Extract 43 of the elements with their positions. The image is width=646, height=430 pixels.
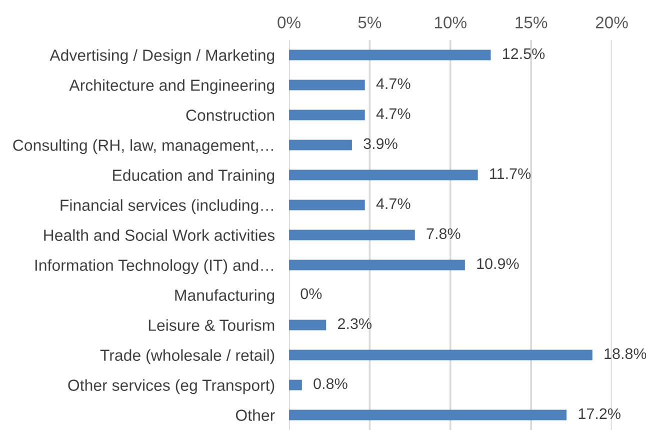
y-tick-label: Other [236,409,275,421]
y-tick-label: Trade (wholesale / retail) [100,349,274,364]
data-label: 7.8% [426,228,460,240]
data-label: 4.7% [376,198,410,210]
data-label: 12.5% [503,48,545,60]
bar [289,80,365,90]
bar [289,140,352,150]
bar [289,320,326,330]
bar [289,170,478,180]
y-tick-label: Other services (eg Transport) [68,379,274,394]
y-tick-label: Manufacturing [175,289,274,304]
y-tick-label: Advertising / Design / Marketing [50,49,274,64]
x-tick-label: 0% [278,16,300,28]
data-label: 10.9% [477,258,519,270]
y-tick-label: Architecture and Engineering [69,79,274,94]
data-label: 18.8% [604,348,646,360]
x-tick-label: 5% [358,16,382,28]
data-label: 0.8% [314,378,348,390]
bar [289,350,592,360]
bar [289,380,302,390]
data-label: 4.7% [376,108,410,120]
bar [289,50,491,60]
bar [289,410,567,420]
y-tick-label: Construction [186,109,274,121]
data-label: 11.7% [490,168,531,180]
data-label: 3.9% [364,138,398,150]
bar [289,230,415,240]
y-tick-label: Information Technology (IT) and… [35,259,273,274]
y-tick-label: Leisure & Tourism [148,319,274,331]
data-label: 2.3% [338,318,372,330]
data-label: 4.7% [376,78,410,90]
x-tick-label: 20% [596,16,628,28]
y-tick-label: Financial services (including… [60,199,273,214]
y-tick-label: Consulting (RH, law, management,… [13,139,273,154]
y-tick-label: Health and Social Work activities [44,229,275,241]
x-tick-label: 10% [434,16,466,28]
data-label: 17.2% [578,408,620,420]
bar [289,110,365,120]
bar [289,200,365,210]
x-tick-label: 15% [516,16,548,28]
y-tick-label: Education and Training [113,169,274,184]
data-label: 0% [300,288,322,300]
bar [289,260,465,270]
